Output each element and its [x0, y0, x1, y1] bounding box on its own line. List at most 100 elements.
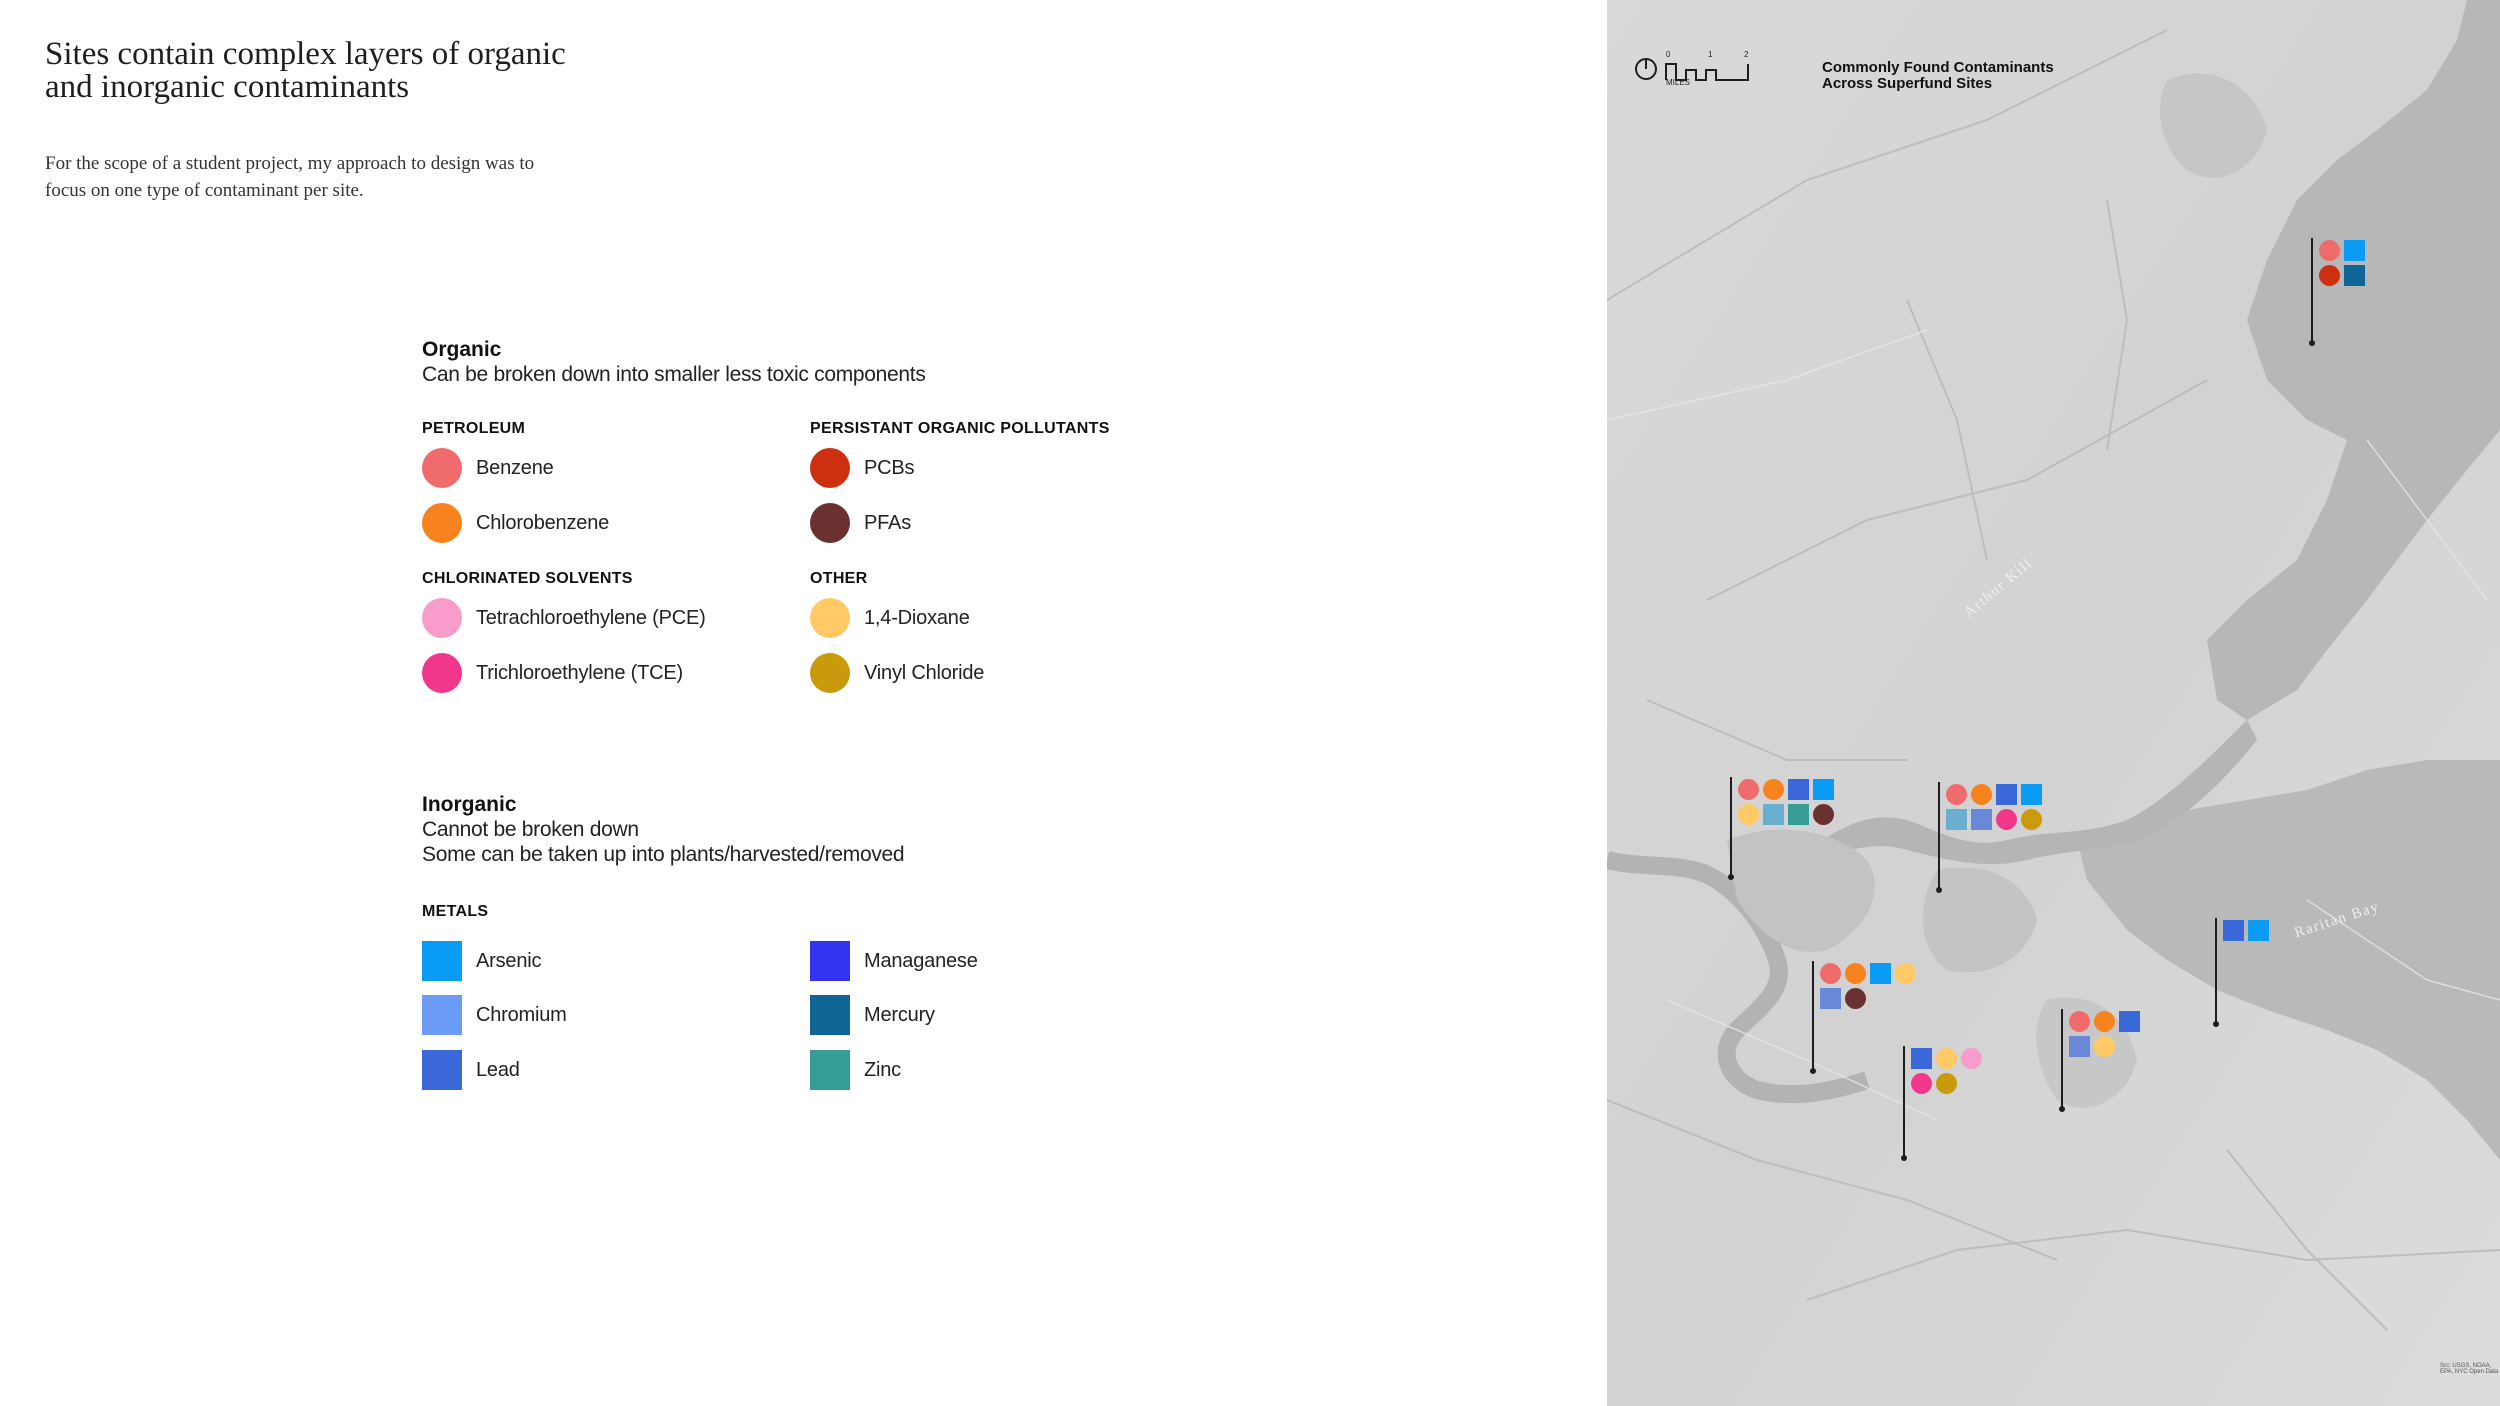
manganese-swatch [810, 941, 850, 981]
scale-tick-1: 1 [1708, 50, 1713, 59]
site-location-dot [1810, 1068, 1816, 1074]
legend-item-benzene: Benzene [422, 447, 554, 489]
legend-item-pce: Tetrachloroethylene (PCE) [422, 597, 706, 639]
site-location-dot [1728, 874, 1734, 880]
pcbs-swatch [810, 448, 850, 488]
river-water [1607, 851, 1870, 1104]
legend-item-lead: Lead [422, 1049, 520, 1091]
contaminant-marker [1946, 809, 1967, 830]
legend-item-chlorobenzene: Chlorobenzene [422, 502, 609, 544]
scale-unit-label: MILES [1666, 78, 1691, 87]
site-location-dot [2309, 340, 2315, 346]
heading-line-1: Sites contain complex layers of organic [45, 36, 566, 72]
contaminant-marker [1738, 779, 1759, 800]
legend-item-dioxane: 1,4-Dioxane [810, 597, 970, 639]
legend-item-chromium: Chromium [422, 994, 567, 1036]
legend-item-tce: Trichloroethylene (TCE) [422, 652, 683, 694]
tce-swatch [422, 653, 462, 693]
legend-item-arsenic: Arsenic [422, 940, 541, 982]
metals-group-title: METALS [422, 903, 489, 920]
contaminant-marker [1961, 1048, 1982, 1069]
pfas-label: PFAs [864, 511, 911, 534]
map-terrain [1607, 0, 2500, 1406]
contaminant-marker [2094, 1036, 2115, 1057]
contaminant-map[interactable]: Arthur Kill Raritan Bay [1607, 0, 2500, 1406]
contaminant-marker [1946, 784, 1967, 805]
contaminant-marker [1820, 988, 1841, 1009]
contaminant-marker [1738, 804, 1759, 825]
dioxane-label: 1,4-Dioxane [864, 606, 970, 629]
inorganic-title: Inorganic [422, 793, 517, 816]
legend-item-pcbs: PCBs [810, 447, 915, 489]
contaminant-marker [1845, 988, 1866, 1009]
organic-title: Organic [422, 338, 502, 361]
flag-pole [2311, 238, 2313, 343]
organic-legend: Organic Can be broken down into smaller … [422, 338, 1182, 708]
heading-line-2: and inorganic contaminants [45, 69, 410, 105]
arthur-kill-water [1797, 720, 2257, 870]
contaminant-marker [2069, 1011, 2090, 1032]
intro-text: For the scope of a student project, my a… [45, 150, 665, 204]
site-location-dot [1936, 887, 1942, 893]
contaminant-marker [1788, 804, 1809, 825]
contaminant-marker [1895, 963, 1916, 984]
legend-item-mercury: Mercury [810, 994, 935, 1036]
map-title-line-1: Commonly Found Contaminants [1822, 59, 2054, 76]
pce-label: Tetrachloroethylene (PCE) [476, 606, 706, 629]
scale-tick-0: 0 [1666, 50, 1671, 59]
map-title: Commonly Found Contaminants Across Super… [1822, 60, 2054, 92]
legend-item-zinc: Zinc [810, 1049, 901, 1091]
contaminant-marker [1845, 963, 1866, 984]
contaminant-marker [1936, 1048, 1957, 1069]
contaminant-marker [1788, 779, 1809, 800]
zinc-label: Zinc [864, 1058, 901, 1081]
contaminant-marker [2021, 784, 2042, 805]
zinc-swatch [810, 1050, 850, 1090]
lead-label: Lead [476, 1058, 520, 1081]
chlorinated-group-title: CHLORINATED SOLVENTS [422, 570, 633, 587]
contaminant-marker [1911, 1048, 1932, 1069]
contaminant-marker [2021, 809, 2042, 830]
contaminant-marker [2319, 265, 2340, 286]
chlorobenzene-label: Chlorobenzene [476, 511, 610, 534]
inorganic-description-line-1: Cannot be broken down [422, 818, 639, 841]
contaminant-marker [2319, 240, 2340, 261]
mercury-label: Mercury [864, 1003, 935, 1026]
inorganic-description-line-2: Some can be taken up into plants/harvest… [422, 843, 905, 866]
contaminant-marker [1996, 809, 2017, 830]
contaminant-marker [2344, 265, 2365, 286]
benzene-swatch [422, 448, 462, 488]
map-roads [1607, 29, 2500, 1331]
mercury-swatch [810, 995, 850, 1035]
inorganic-legend: Inorganic Cannot be broken down Some can… [422, 793, 1182, 1123]
petroleum-group-title: PETROLEUM [422, 420, 526, 437]
pops-group-title: PERSISTANT ORGANIC POLLUTANTS [810, 420, 1110, 437]
flag-pole [2061, 1009, 2063, 1109]
contaminant-marker [2069, 1036, 2090, 1057]
contaminant-marker [2344, 240, 2365, 261]
site-location-dot [2213, 1021, 2219, 1027]
site-location-dot [2059, 1106, 2065, 1112]
flag-pole [1812, 961, 1814, 1071]
chromium-swatch [422, 995, 462, 1035]
flag-pole [2215, 918, 2217, 1024]
lead-swatch [422, 1050, 462, 1090]
pfas-swatch [810, 503, 850, 543]
vinyl-chloride-label: Vinyl Chloride [864, 661, 985, 684]
contaminant-marker [1996, 784, 2017, 805]
contaminant-marker [1813, 779, 1834, 800]
legend-item-manganese: Managanese [810, 940, 978, 982]
contaminant-marker [1870, 963, 1891, 984]
intro-line-2: focus on one type of contaminant per sit… [45, 180, 364, 201]
map-source-note: Src: USGS, NOAA, EPA, NYC Open Data [2440, 1363, 2499, 1375]
contaminant-marker [1936, 1073, 1957, 1094]
arsenic-swatch [422, 941, 462, 981]
map-title-line-2: Across Superfund Sites [1822, 75, 1993, 92]
contaminant-marker [1971, 809, 1992, 830]
site-location-dot [1901, 1155, 1907, 1161]
benzene-label: Benzene [476, 456, 554, 479]
raritan-bay-water [2077, 760, 2500, 1160]
upper-bay-water [2207, 0, 2500, 720]
contaminant-marker [1813, 804, 1834, 825]
contaminant-marker [2248, 920, 2269, 941]
